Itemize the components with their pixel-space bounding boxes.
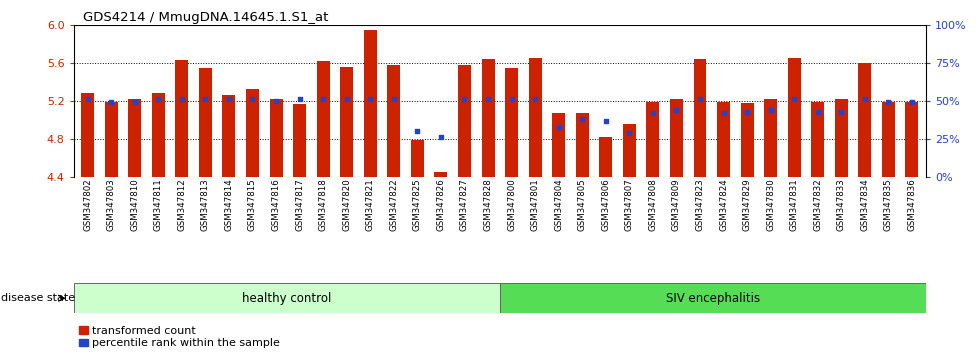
Bar (811, 102, 824, 177)
Point (574, 116, 590, 122)
Point (809, 109, 825, 114)
Point (269, 98, 284, 104)
Text: GDS4214 / MmugDNA.14645.1.S1_at: GDS4214 / MmugDNA.14645.1.S1_at (83, 11, 328, 24)
Point (386, 97, 402, 102)
Bar (623, 124, 636, 177)
Bar (764, 99, 777, 177)
Point (858, 97, 873, 102)
Point (621, 130, 637, 136)
Point (739, 109, 755, 114)
Point (126, 99, 142, 105)
Point (881, 99, 897, 105)
Bar (317, 61, 329, 177)
Bar (387, 65, 400, 177)
Legend: transformed count, percentile rank within the sample: transformed count, percentile rank withi… (79, 326, 280, 348)
Point (221, 97, 237, 102)
Bar (694, 59, 707, 177)
Text: SIV encephalitis: SIV encephalitis (665, 292, 760, 305)
Bar (340, 67, 353, 177)
Bar (222, 95, 235, 177)
Point (363, 97, 378, 102)
Bar (481, 59, 495, 177)
Point (715, 110, 731, 116)
Point (833, 109, 849, 114)
Bar (411, 140, 423, 177)
Bar (81, 93, 94, 177)
Text: healthy control: healthy control (242, 292, 331, 305)
Point (692, 97, 708, 102)
Bar (858, 63, 871, 177)
Bar (882, 102, 895, 177)
Bar (505, 68, 518, 177)
Bar (906, 102, 918, 177)
Point (151, 97, 167, 102)
Point (103, 99, 119, 105)
Point (410, 129, 425, 134)
Point (174, 97, 190, 102)
Point (79, 97, 95, 102)
Point (598, 118, 613, 124)
Bar (600, 137, 612, 177)
Bar (434, 172, 448, 177)
Point (762, 107, 778, 113)
Bar (717, 102, 730, 177)
Point (457, 97, 472, 102)
Bar (74, 283, 500, 313)
Point (527, 97, 543, 102)
Bar (647, 102, 660, 177)
Bar (576, 113, 589, 177)
Point (316, 97, 331, 102)
Bar (199, 68, 212, 177)
Point (433, 135, 449, 140)
Bar (500, 283, 926, 313)
Bar (552, 113, 565, 177)
Bar (835, 99, 848, 177)
Bar (152, 93, 165, 177)
Bar (528, 58, 542, 177)
Point (339, 97, 355, 102)
Point (668, 107, 684, 113)
Bar (741, 103, 754, 177)
Point (245, 97, 261, 102)
Point (786, 97, 802, 102)
Point (905, 99, 920, 105)
Bar (246, 90, 259, 177)
Point (480, 97, 496, 102)
Point (504, 97, 519, 102)
Point (551, 124, 566, 130)
Bar (788, 58, 801, 177)
Bar (458, 65, 471, 177)
Bar (270, 99, 282, 177)
Bar (128, 99, 141, 177)
Bar (293, 104, 306, 177)
Bar (105, 102, 118, 177)
Point (292, 97, 308, 102)
Bar (670, 99, 683, 177)
Point (198, 97, 214, 102)
Point (645, 110, 661, 116)
Text: disease state: disease state (1, 293, 75, 303)
Bar (175, 60, 188, 177)
Bar (364, 30, 376, 177)
